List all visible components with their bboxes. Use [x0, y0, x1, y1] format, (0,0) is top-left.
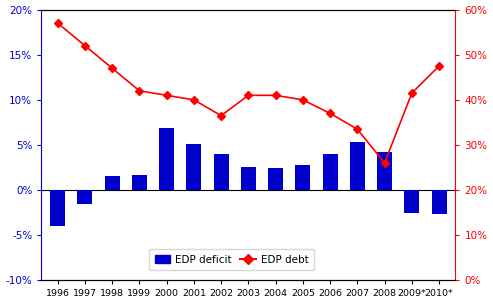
Bar [350, 142, 365, 190]
Bar [159, 128, 174, 190]
Legend: EDP deficit, EDP debt: EDP deficit, EDP debt [149, 249, 314, 270]
Bar [132, 175, 147, 190]
Bar [431, 190, 447, 214]
Bar [50, 190, 65, 226]
Bar [268, 168, 283, 190]
Bar [186, 144, 201, 190]
Bar [322, 154, 338, 190]
Bar [77, 190, 92, 204]
Bar [295, 165, 311, 190]
Bar [241, 167, 256, 190]
Bar [213, 154, 229, 190]
Bar [377, 152, 392, 190]
Bar [404, 190, 420, 213]
Bar [105, 176, 120, 190]
